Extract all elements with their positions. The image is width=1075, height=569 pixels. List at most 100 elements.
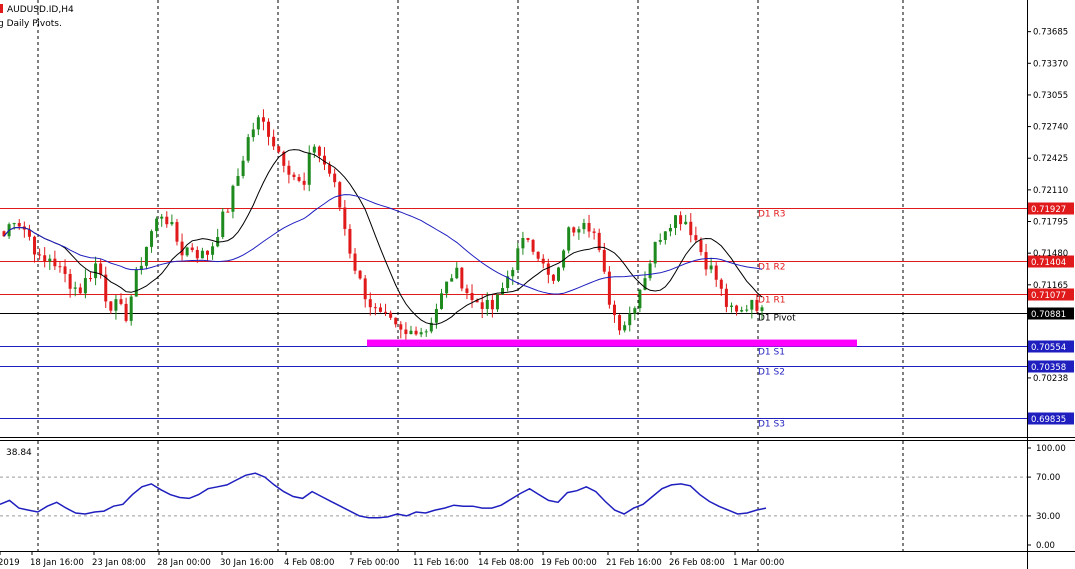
x-tick-label: 26 Feb 08:00 [669,558,725,568]
candle-body [724,288,728,307]
candle-body [429,322,433,332]
candle-body [546,263,550,275]
pivot-price-value: 0.69835 [1031,415,1066,425]
pivot-price-value: 0.71077 [1031,291,1066,301]
candle-body [485,299,489,309]
candle-body [287,165,291,175]
candle-body [516,248,520,270]
candle-body [333,173,337,183]
candle-body [729,305,733,307]
support-zone-bar [367,339,857,347]
candle-body [94,263,98,279]
candle-body [501,288,505,295]
candle-body [63,266,67,274]
candle-body [292,174,296,178]
candle-body [302,180,306,185]
x-tick-label: 7 Feb 00:00 [349,558,399,568]
candle-body [43,255,47,262]
candle-body [160,216,164,219]
x-tick-label: 14 Feb 08:00 [478,558,534,568]
candle-body [562,250,566,268]
x-tick-label: 4 Feb 08:00 [284,558,334,568]
candle-body [699,240,703,253]
candle-body [170,222,174,225]
candle-body [78,287,82,294]
candle-body [399,324,403,330]
candle-body [602,250,606,272]
candle-body [134,269,138,297]
candle-body [445,281,449,294]
candle-body [2,231,6,237]
candle-body [353,253,357,271]
candle-body [419,332,423,335]
rsi-tick-label: 30.00 [1036,512,1060,522]
pivot-price-tag [1028,202,1074,215]
candle-body [348,228,352,254]
symbol-label: AUDUSD.ID,H4 [7,5,74,15]
candle-body [277,146,281,152]
candle-body [684,221,688,225]
candle-body [572,227,576,233]
candle-body [536,251,540,259]
candle-body [139,265,143,270]
candle-body [679,215,683,225]
candle-body [460,267,464,289]
candle-body [668,227,672,232]
candle-body [33,236,37,255]
candle-body [612,304,616,316]
candle-body [470,292,474,301]
candle-body [363,278,367,300]
candle-body [114,299,118,311]
pivot-price-value: 0.70554 [1031,343,1066,353]
pivot-price-tag [1028,360,1074,373]
candle-body [389,312,393,318]
support-zone [367,339,857,347]
candle-body [557,267,561,281]
candle-body [322,155,326,165]
pivot-price-value: 0.71927 [1031,205,1066,215]
candle-body [663,231,667,240]
x-tick-label: 28 Jan 00:00 [157,558,211,568]
indicator-label: g Daily Pivots. [0,19,62,29]
candle-body [124,303,128,321]
candle-body [577,229,581,233]
y-tick-label: 0.72110 [1033,186,1068,196]
candle-body [155,218,159,232]
candle-body [607,271,611,305]
candle-body [506,276,510,289]
candle-body [694,235,698,241]
candle-body [272,136,276,147]
candle-body [129,296,133,321]
candle-body [623,325,627,331]
candle-body [12,223,16,225]
candle-body [175,222,179,242]
candle-body [384,311,388,313]
candle-body [200,250,204,259]
candle-body [745,309,749,311]
candle-body [58,266,62,268]
ma-slow-line [3,194,763,295]
candle-body [144,246,148,266]
candle-body [440,293,444,309]
candle-body [190,247,194,250]
candle-body [307,152,311,185]
candle-body [760,307,764,311]
candle-body [521,238,525,249]
y-tick-label: 0.71795 [1033,218,1068,228]
candle-body [704,252,708,270]
candle-body [465,288,469,293]
x-tick-label: 18 Jan 16:00 [30,558,84,568]
x-tick-label: 19 Feb 00:00 [541,558,597,568]
candle-body [17,223,21,227]
candle-body [643,278,647,290]
candle-body [689,221,693,236]
rsi-value-label: 38.84 [6,448,32,458]
candle-body [368,299,372,308]
pivot-price-value: 0.70881 [1031,310,1066,320]
candle-body [373,307,377,309]
candles [2,109,764,340]
x-tick-label: 23 Jan 08:00 [92,558,146,568]
candle-body [185,247,189,256]
